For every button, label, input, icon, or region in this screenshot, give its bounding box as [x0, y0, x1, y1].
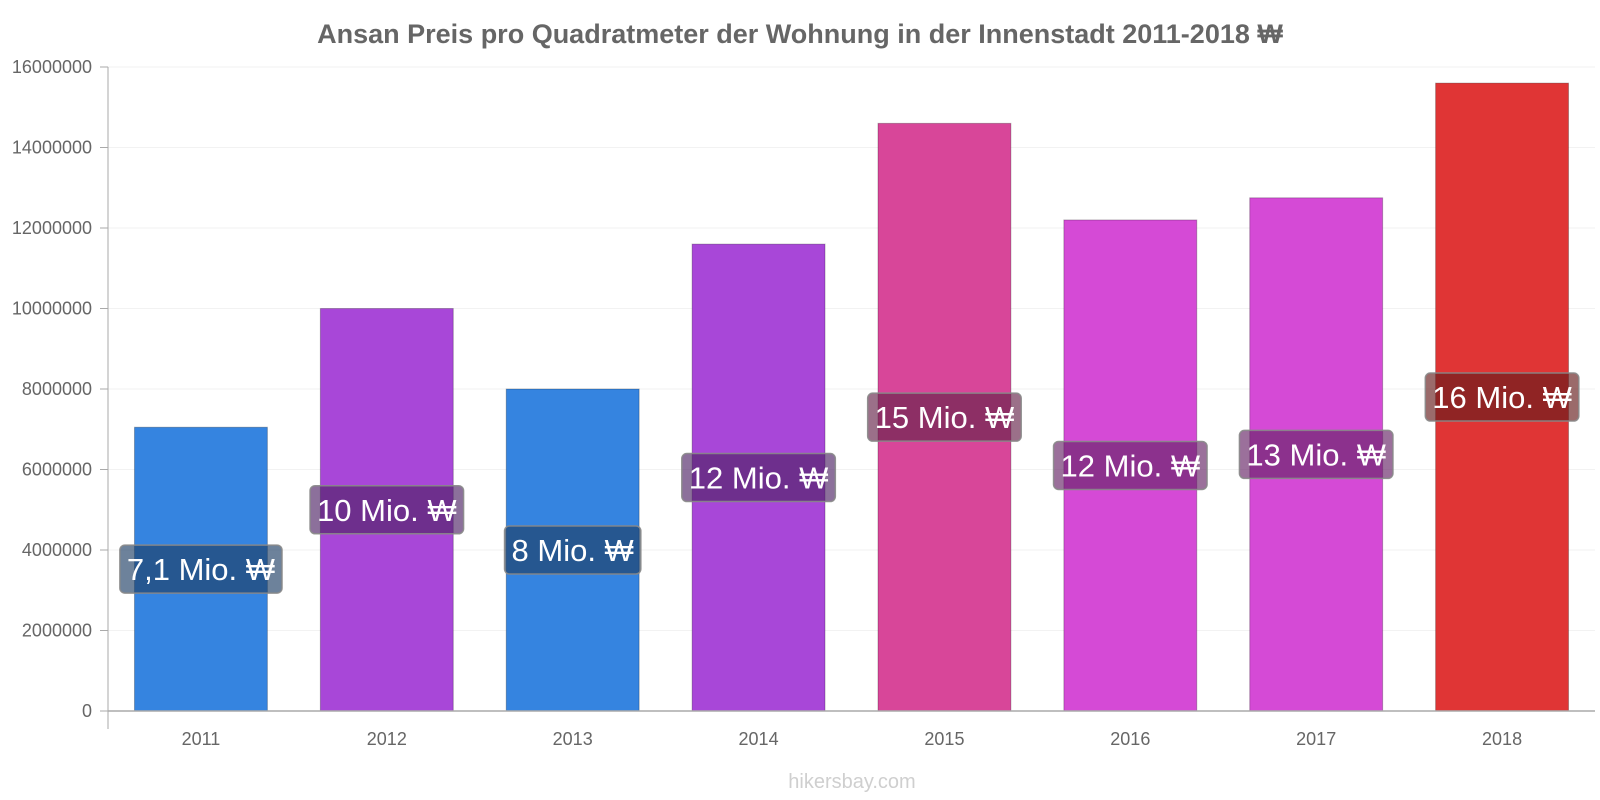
data-label-2016: 12 Mio. ₩ — [1061, 448, 1201, 483]
x-tick-label: 2016 — [1110, 729, 1150, 749]
data-label-box: 7,1 Mio. ₩ — [119, 544, 283, 594]
x-tick-label: 2012 — [367, 729, 407, 749]
data-label-box: 8 Mio. ₩ — [503, 525, 642, 575]
source-credit: hikersbay.com — [788, 771, 915, 793]
data-label-background — [681, 452, 837, 503]
y-tick-label: 10000000 — [12, 299, 92, 319]
x-tick-label: 2017 — [1296, 729, 1336, 749]
data-label-background — [1052, 440, 1208, 491]
y-axis: 0 2000000 4000000 6000000 8000000 10000000 120… — [12, 57, 109, 729]
data-label-2018: 16 Mio. ₩ — [1432, 380, 1572, 415]
data-label-2017: 13 Mio. ₩ — [1246, 437, 1386, 472]
y-tick-label: 4000000 — [22, 540, 92, 560]
x-tick-label: 2018 — [1482, 729, 1522, 749]
x-tick-label: 2013 — [553, 729, 593, 749]
x-tick-label: 2015 — [924, 729, 964, 749]
x-tick-label: 2011 — [182, 729, 221, 749]
y-tick-label: 6000000 — [22, 460, 92, 480]
y-tick-label: 2000000 — [22, 621, 92, 641]
x-axis: 2011 2012 2013 2014 2015 2016 2017 2018 — [108, 710, 1595, 749]
data-label-2015: 15 Mio. ₩ — [875, 400, 1015, 435]
data-label-box: 13 Mio. ₩ — [1238, 429, 1394, 480]
bars — [133, 82, 1570, 712]
data-label-box: 12 Mio. ₩ — [681, 452, 837, 503]
data-label-box: 15 Mio. ₩ — [866, 392, 1022, 442]
y-tick-label: 16000000 — [12, 57, 92, 77]
data-label-background — [1424, 372, 1580, 422]
y-tick-label: 8000000 — [22, 379, 92, 399]
chart-title: Ansan Preis pro Quadratmeter der Wohnung… — [317, 19, 1283, 49]
data-label-background — [119, 544, 283, 594]
data-label-background — [866, 392, 1022, 442]
data-label-box: 12 Mio. ₩ — [1052, 440, 1208, 491]
data-label-background — [1238, 429, 1394, 480]
y-tick-label: 0 — [82, 701, 92, 721]
data-label-background — [503, 525, 642, 575]
x-tick-label: 2014 — [739, 729, 779, 749]
data-label-2013: 8 Mio. ₩ — [512, 533, 634, 568]
data-label-2014: 12 Mio. ₩ — [689, 461, 829, 496]
data-label-2011: 7,1 Mio. ₩ — [127, 552, 275, 587]
y-tick-label: 12000000 — [12, 218, 92, 238]
data-label-box: 10 Mio. ₩ — [309, 485, 465, 535]
data-label-box: 16 Mio. ₩ — [1424, 372, 1580, 422]
data-label-2012: 10 Mio. ₩ — [317, 493, 457, 528]
y-tick-label: 14000000 — [12, 138, 92, 158]
data-labels: 7,1 Mio. ₩ 10 Mio. ₩ 8 Mio. ₩ 12 Mio. ₩ 15 M… — [119, 372, 1580, 594]
data-label-background — [309, 485, 465, 535]
